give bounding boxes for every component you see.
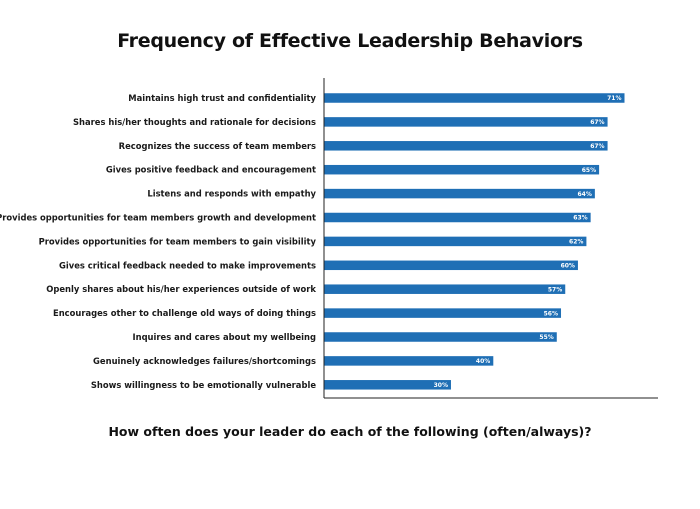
category-label: Genuinely acknowledges failures/shortcom…: [93, 356, 316, 366]
value-label: 30%: [434, 382, 448, 389]
bar: [324, 236, 587, 247]
category-label: Recognizes the success of team members: [119, 141, 316, 151]
category-label: Listens and responds with empathy: [147, 189, 316, 199]
bar: [324, 284, 566, 294]
category-label: Provides opportunities for team members …: [0, 213, 316, 223]
value-label: 55%: [539, 334, 553, 341]
category-label: Shows willingness to be emotionally vuln…: [91, 380, 316, 390]
chart-title: Frequency of Effective Leadership Behavi…: [117, 30, 583, 52]
x-axis-label: How often does your leader do each of th…: [108, 424, 592, 439]
value-label: 64%: [577, 191, 591, 198]
bar: [324, 308, 562, 318]
bar: [324, 164, 600, 175]
category-label: Encourages other to challenge old ways o…: [53, 308, 316, 318]
value-label: 63%: [573, 215, 587, 222]
value-label: 71%: [607, 95, 621, 102]
bar: [324, 332, 557, 342]
category-label: Openly shares about his/her experiences …: [46, 284, 316, 294]
bars-group: [324, 93, 625, 390]
value-label: 67%: [590, 119, 604, 126]
bar: [324, 212, 591, 223]
category-label: Shares his/her thoughts and rationale fo…: [73, 117, 316, 127]
category-label: Gives positive feedback and encouragemen…: [106, 165, 316, 175]
bar: [324, 93, 625, 103]
category-label: Gives critical feedback needed to make i…: [59, 260, 316, 270]
value-label: 62%: [569, 239, 583, 246]
category-label: Maintains high trust and confidentiality: [128, 93, 316, 103]
value-label: 65%: [582, 167, 596, 174]
category-label: Inquires and cares about my wellbeing: [132, 332, 316, 342]
category-labels-group: Maintains high trust and confidentiality…: [0, 93, 317, 390]
bar: [324, 141, 608, 151]
bar: [324, 356, 494, 366]
value-label: 40%: [476, 358, 490, 365]
value-label: 56%: [544, 310, 558, 317]
bar: [324, 117, 608, 127]
bar: [324, 188, 595, 199]
value-label: 60%: [561, 263, 575, 270]
bar: [324, 260, 578, 271]
bar: [324, 380, 451, 390]
value-label: 57%: [548, 286, 562, 293]
category-label: Provides opportunities for team members …: [39, 236, 317, 246]
value-labels-group: 71% 67% 67% 65% 64% 63% 62% 60% 57% 56% 55% 40% 30%: [434, 95, 622, 389]
value-label: 67%: [590, 143, 604, 150]
